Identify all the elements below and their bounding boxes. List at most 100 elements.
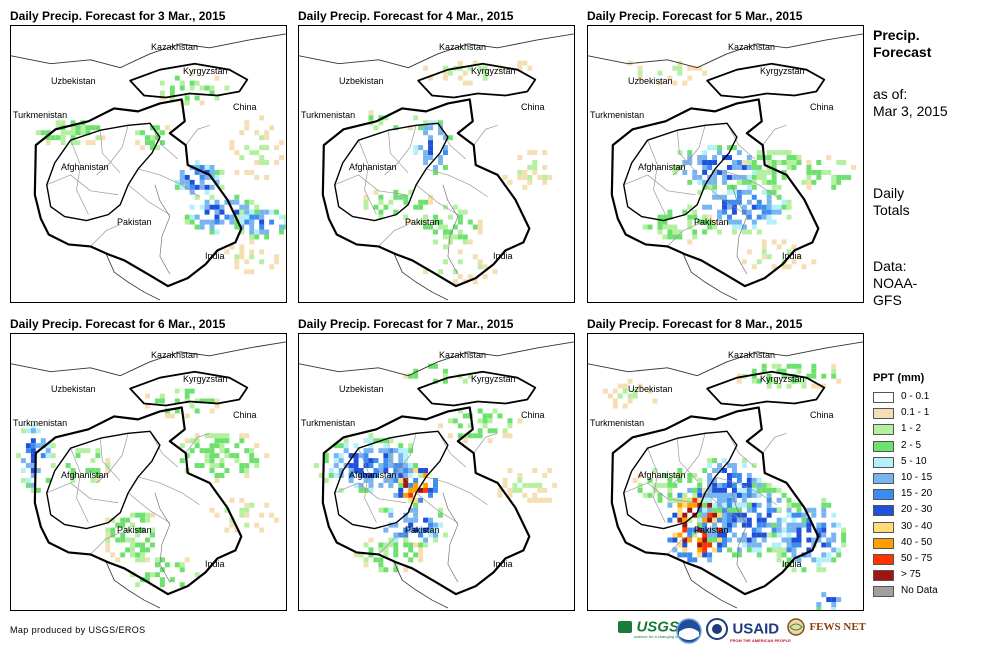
precip-cell [746, 155, 752, 161]
precip-cell [259, 512, 265, 518]
country-label-kazakhstan: Kazakhstan [728, 42, 776, 52]
precip-cell [801, 378, 807, 384]
province-boundary [415, 184, 459, 215]
precip-cell [378, 214, 384, 220]
precip-cell [697, 547, 703, 553]
precip-cell [731, 522, 737, 528]
precip-cell [697, 189, 703, 195]
province-boundary [714, 476, 777, 506]
precip-cell [707, 552, 713, 558]
province-boundary [96, 433, 129, 484]
precip-cell [477, 418, 483, 424]
precip-cell [363, 562, 369, 568]
precip-cell [209, 408, 215, 414]
precip-cell [140, 517, 146, 523]
country-label-uzbekistan: Uzbekistan [628, 76, 673, 86]
precip-cell [398, 477, 404, 483]
precip-cell [697, 527, 703, 533]
precip-cell [145, 537, 150, 543]
precip-cell [368, 547, 374, 553]
precip-cell [722, 522, 727, 528]
precip-cell [717, 507, 723, 513]
precip-cell [467, 219, 473, 225]
region-outline-north [706, 62, 826, 99]
country-label-india: India [782, 559, 802, 569]
precip-cell [189, 219, 195, 225]
precip-cell [135, 542, 141, 548]
precip-cell [457, 408, 463, 414]
precip-cell [816, 537, 822, 543]
precip-cell [687, 497, 693, 503]
precip-cell [333, 458, 339, 464]
precip-cell [423, 125, 429, 131]
legend-swatch [873, 392, 894, 403]
precip-cell [249, 224, 255, 230]
precip-cell [726, 507, 732, 513]
precip-cell [413, 368, 419, 374]
precip-cell [184, 453, 190, 459]
precip-cell [264, 174, 270, 180]
precip-cell [502, 482, 508, 488]
precip-cell [358, 552, 364, 558]
precip-cell [214, 453, 220, 459]
precip-cell [751, 160, 757, 165]
precip-cell [105, 463, 111, 469]
precip-cell [264, 209, 270, 215]
panel-title-1: Daily Precip. Forecast for 3 Mar., 2015 [10, 9, 226, 23]
precip-cell [771, 219, 777, 225]
precip-cell [413, 115, 419, 121]
legend-swatch [873, 489, 894, 501]
precip-cell [403, 552, 409, 558]
precip-cell [254, 458, 260, 464]
precip-cell [149, 532, 155, 538]
region-outline-north [706, 370, 826, 407]
precip-cell [219, 433, 225, 439]
precip-cell [846, 174, 852, 180]
precip-cell [741, 224, 747, 230]
precip-cell [687, 204, 693, 210]
precip-cell [786, 383, 792, 389]
precip-cell [472, 279, 478, 285]
precip-cell [313, 463, 319, 469]
precip-cell [682, 522, 688, 528]
precip-cell [433, 120, 438, 126]
precip-cell [403, 214, 409, 220]
precip-cell [60, 130, 66, 136]
precip-cell [771, 547, 777, 553]
precip-cell [657, 219, 663, 225]
precip-cell [687, 537, 693, 543]
precip-cell [154, 125, 160, 131]
coastline [105, 562, 161, 609]
precip-cell [617, 393, 623, 399]
precip-cell [522, 174, 528, 180]
precip-cell [726, 189, 732, 195]
precip-cell [796, 557, 802, 563]
precip-cell [702, 468, 708, 473]
province-boundary [673, 125, 706, 176]
precip-cell [766, 547, 772, 553]
precip-cell [731, 209, 737, 215]
precip-cell [796, 368, 802, 374]
precip-cell [821, 507, 827, 513]
precip-cell [791, 259, 797, 265]
precip-cell [189, 438, 195, 444]
river-line [731, 492, 748, 583]
precip-cell [368, 463, 374, 469]
province-boundary [726, 431, 756, 468]
precip-cell [40, 438, 46, 444]
precip-cell [328, 468, 334, 473]
precip-cell [388, 438, 394, 444]
precip-cell [771, 189, 777, 195]
precip-cell [811, 373, 817, 379]
precip-cell [423, 130, 429, 136]
precip-cell [140, 512, 146, 518]
precip-cell [497, 492, 503, 498]
precip-cell [408, 547, 414, 553]
precip-cell [801, 517, 807, 523]
precip-cell [189, 388, 195, 394]
precip-cell [761, 249, 767, 255]
as-of-date: as of: Mar 3, 2015 [873, 86, 948, 120]
precip-cell [801, 512, 807, 518]
precip-cell [403, 527, 409, 533]
precip-cell [662, 224, 668, 230]
